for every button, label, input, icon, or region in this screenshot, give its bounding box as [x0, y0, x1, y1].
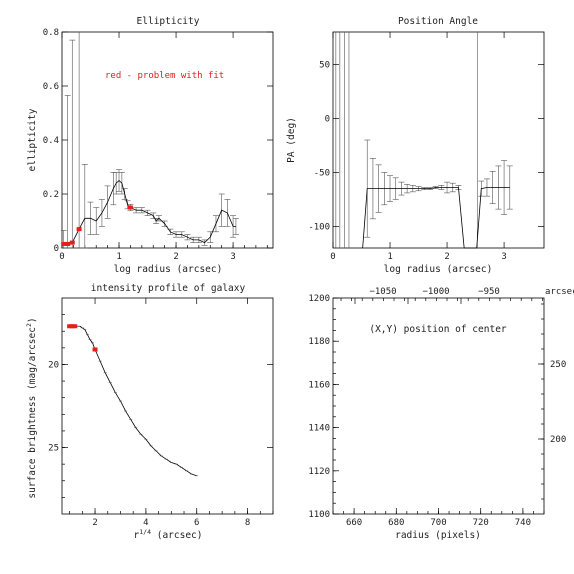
intensity-xtick-label: 4 — [143, 518, 148, 528]
pa-xlabel: log radius (arcsec) — [384, 264, 493, 275]
intensity-flagged-point — [72, 324, 78, 329]
intensity-ticks: 2 4 6 8 20 25 — [48, 298, 274, 528]
intensity-xtick-label: 6 — [194, 518, 199, 528]
intensity-panel: intensity profile of galaxy 2 4 6 8 20 25 r1/… — [25, 283, 274, 541]
center-ytick-label: 1140 — [308, 424, 330, 434]
ellipticity-frame — [61, 31, 274, 249]
pa-ytick-label: 0 — [325, 114, 330, 124]
pa-title: Position Angle — [398, 16, 478, 27]
center-ytick-label: 1200 — [308, 294, 330, 304]
ellipticity-xtick-label: 1 — [116, 252, 121, 262]
center-ytick-label: 1160 — [308, 380, 330, 390]
center-xlabel: radius (pixels) — [395, 530, 481, 541]
pa-xtick-label: 1 — [387, 252, 392, 262]
ellipticity-flagged-points — [61, 205, 133, 246]
center-ticks: 660 680 700 720 740 1100 1120 1140 1160 1180 1200 −… — [308, 287, 566, 528]
pa-xtick-label: 3 — [501, 252, 506, 262]
center-position-panel: 660 680 700 720 740 1100 1120 1140 1160 1180 1200 −… — [308, 287, 574, 541]
intensity-ytick-label: 25 — [48, 444, 59, 454]
pa-frame — [332, 31, 545, 249]
intensity-xtick-label: 8 — [245, 518, 250, 528]
ellipticity-flagged-point — [69, 240, 75, 245]
ellipticity-ytick-label: 0 — [54, 244, 59, 254]
center-xtick-label: 660 — [346, 518, 362, 528]
pa-curve — [362, 187, 510, 249]
intensity-flagged-point — [69, 324, 75, 329]
ellipticity-ytick-label: 0.6 — [43, 82, 59, 92]
ellipticity-panel: Ellipticity 0 1 2 3 0 0.2 0.4 0.6 0.8 red - prob… — [27, 16, 274, 275]
ellipticity-error-bars — [60, 32, 239, 249]
pa-xtick-label: 0 — [330, 252, 335, 262]
position-angle-panel: Position Angle 0 1 2 3 50 0 -50 -100 log radius… — [286, 16, 545, 275]
ellipticity-annotation: red - problem with fit — [105, 71, 224, 81]
center-top-tick-label: −950 — [478, 287, 500, 297]
intensity-title: intensity profile of galaxy — [91, 283, 246, 294]
ellipticity-title: Ellipticity — [137, 16, 200, 27]
intensity-flagged-points — [67, 324, 98, 352]
ellipticity-xtick-label: 0 — [59, 252, 64, 262]
ellipticity-flagged-point — [127, 205, 133, 210]
ellipticity-xlabel: log radius (arcsec) — [114, 264, 223, 275]
center-xtick-label: 740 — [515, 518, 531, 528]
intensity-point-marks — [68, 325, 199, 477]
center-ytick-label: 1120 — [308, 467, 330, 477]
center-right-tick-label: 250 — [550, 360, 566, 370]
center-xtick-label: 720 — [473, 518, 489, 528]
ellipticity-ytick-label: 0.2 — [43, 190, 59, 200]
center-title: (X,Y) position of center — [369, 324, 507, 335]
pa-ylabel: PA (deg) — [286, 117, 297, 163]
center-ytick-label: 1100 — [308, 510, 330, 520]
ellipticity-curve — [63, 179, 236, 245]
ellipticity-xtick-label: 3 — [230, 252, 235, 262]
intensity-flagged-point — [67, 324, 73, 329]
ellipticity-flagged-point — [76, 227, 82, 232]
pa-wild-error-bars — [335, 32, 478, 248]
center-xtick-label: 700 — [430, 518, 446, 528]
ellipticity-flagged-point — [65, 241, 71, 246]
ellipticity-ytick-label: 0.8 — [43, 28, 59, 38]
center-xtick-label: 680 — [388, 518, 404, 528]
intensity-curve — [69, 325, 197, 477]
intensity-frame — [61, 297, 274, 515]
pa-ytick-label: 50 — [319, 60, 330, 70]
pa-ytick-label: -100 — [308, 222, 330, 232]
center-top-axis-label: arcsec — [545, 287, 574, 297]
ellipticity-xtick-label: 2 — [173, 252, 178, 262]
ellipticity-ylabel: ellipticity — [27, 108, 38, 171]
ellipticity-flagged-point — [61, 241, 67, 246]
center-ytick-label: 1180 — [308, 337, 330, 347]
ellipticity-ticks: 0 1 2 3 0 0.2 0.4 0.6 0.8 — [43, 28, 273, 262]
center-top-tick-label: −1000 — [422, 287, 449, 297]
pa-ticks: 0 1 2 3 50 0 -50 -100 — [308, 32, 544, 262]
pa-ytick-label: -50 — [314, 168, 330, 178]
center-right-tick-label: 200 — [550, 435, 566, 445]
intensity-ytick-label: 20 — [48, 360, 59, 370]
center-top-tick-label: −1050 — [369, 287, 396, 297]
ellipticity-ytick-label: 0.4 — [43, 136, 59, 146]
intensity-xtick-label: 2 — [92, 518, 97, 528]
intensity-flagged-point — [92, 347, 98, 352]
intensity-xlabel: r1/4 (arcsec) — [134, 528, 203, 541]
pa-xtick-label: 2 — [444, 252, 449, 262]
intensity-ylabel: surface brightness (mag/arcsec2) — [25, 317, 38, 498]
